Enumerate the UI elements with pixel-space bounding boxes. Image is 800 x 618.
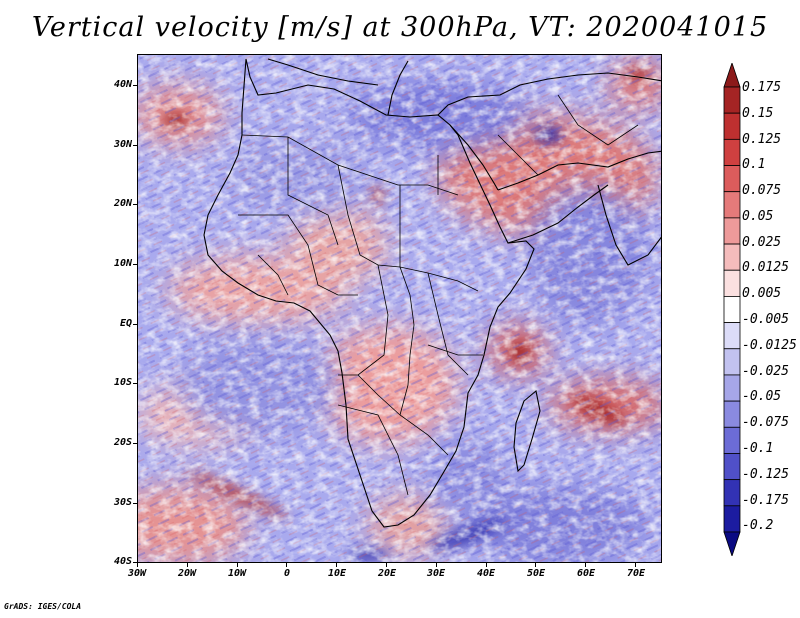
colorbar-segment: [723, 86, 741, 114]
lon-label: 20E: [377, 568, 397, 579]
lon-tick: [286, 563, 288, 567]
lon-tick: [435, 563, 437, 567]
colorbar-bottom-arrow: [723, 531, 741, 556]
colorbar-segment: [723, 348, 741, 376]
lon-tick: [585, 563, 587, 567]
lat-tick: [133, 264, 137, 265]
lon-tick: [635, 563, 636, 567]
colorbar-label: 0.125: [742, 132, 782, 147]
lat-tick: [133, 503, 137, 504]
page-title: Vertical velocity [m/s] at 300hPa, VT: 2…: [31, 12, 769, 43]
colorbar-segment: [723, 505, 741, 533]
lat-label: 20N: [113, 198, 132, 209]
colorbar-label: 0.175: [742, 80, 782, 95]
colorbar-segment: [723, 426, 741, 454]
colorbar-label: -0.125: [742, 467, 789, 482]
lon-label: 40E: [476, 568, 496, 579]
colorbar-segment: [723, 243, 741, 271]
colorbar-label: -0.0125: [742, 338, 797, 353]
lon-label: 10W: [227, 568, 247, 579]
colorbar-label: 0.025: [742, 235, 782, 250]
map-panel: [137, 54, 662, 563]
colorbar-segment: [723, 138, 741, 166]
lat-tick: [133, 383, 137, 384]
colorbar-segment: [723, 269, 741, 297]
lat-label: EQ: [119, 318, 132, 329]
lat-tick: [133, 324, 137, 325]
lat-tick: [133, 85, 137, 86]
lat-tick: [133, 443, 137, 444]
colorbar-label: -0.1: [742, 441, 774, 456]
colorbar-label: 0.005: [742, 286, 782, 301]
lon-label: 50E: [526, 568, 546, 579]
lat-label: 30S: [113, 497, 132, 508]
colorbar-segment: [723, 322, 741, 350]
lon-label: 70E: [626, 568, 646, 579]
lon-tick: [336, 563, 338, 567]
lat-label: 10N: [113, 258, 132, 269]
lat-label: 40S: [113, 556, 132, 567]
colorbar-segment: [723, 374, 741, 402]
colorbar-segment: [723, 479, 741, 507]
colorbar-label: -0.2: [742, 518, 774, 533]
colorbar: [723, 63, 741, 556]
lat-tick: [133, 204, 137, 205]
coastlines: [203, 58, 661, 528]
colorbar-label: -0.175: [742, 493, 789, 508]
colorbar-segment: [723, 191, 741, 219]
colorbar-segment: [723, 217, 741, 245]
colorbar-label: 0.075: [742, 183, 782, 198]
colorbar-label: 0.0125: [742, 260, 789, 275]
colorbar-label: -0.005: [742, 312, 789, 327]
colorbar-segment: [723, 400, 741, 428]
colorbar-segment: [723, 165, 741, 193]
country-borders: [238, 94, 639, 496]
colorbar-segment: [723, 112, 741, 140]
lat-label: 20S: [113, 437, 132, 448]
lon-label: 30W: [127, 568, 147, 579]
lon-label: 10E: [327, 568, 347, 579]
lon-tick: [386, 563, 387, 567]
colorbar-top-arrow: [723, 63, 741, 88]
lon-tick: [535, 563, 537, 567]
lon-label: 60E: [576, 568, 596, 579]
colorbar-label: 0.15: [742, 106, 774, 121]
colorbar-label: -0.05: [742, 389, 782, 404]
lon-label: 20W: [177, 568, 197, 579]
lon-tick: [485, 563, 487, 567]
lon-tick: [236, 563, 238, 567]
colorbar-label: -0.025: [742, 364, 789, 379]
lon-label: 0: [283, 568, 291, 579]
colorbar-segment: [723, 296, 741, 323]
lat-label: 30N: [113, 139, 132, 150]
footer-credit: GrADS: IGES/COLA: [4, 602, 82, 611]
lat-label: 10S: [113, 377, 132, 388]
lat-tick: [133, 145, 137, 146]
lon-tick: [186, 563, 188, 567]
colorbar-segment: [723, 453, 741, 481]
lat-label: 40N: [113, 79, 132, 90]
colorbar-label: 0.05: [742, 209, 774, 224]
colorbar-label: 0.1: [742, 157, 766, 172]
colorbar-label: -0.075: [742, 415, 789, 430]
lon-label: 30E: [426, 568, 446, 579]
vertical-velocity-field: [138, 55, 661, 562]
lat-tick: [133, 562, 137, 563]
lon-tick: [137, 563, 138, 567]
